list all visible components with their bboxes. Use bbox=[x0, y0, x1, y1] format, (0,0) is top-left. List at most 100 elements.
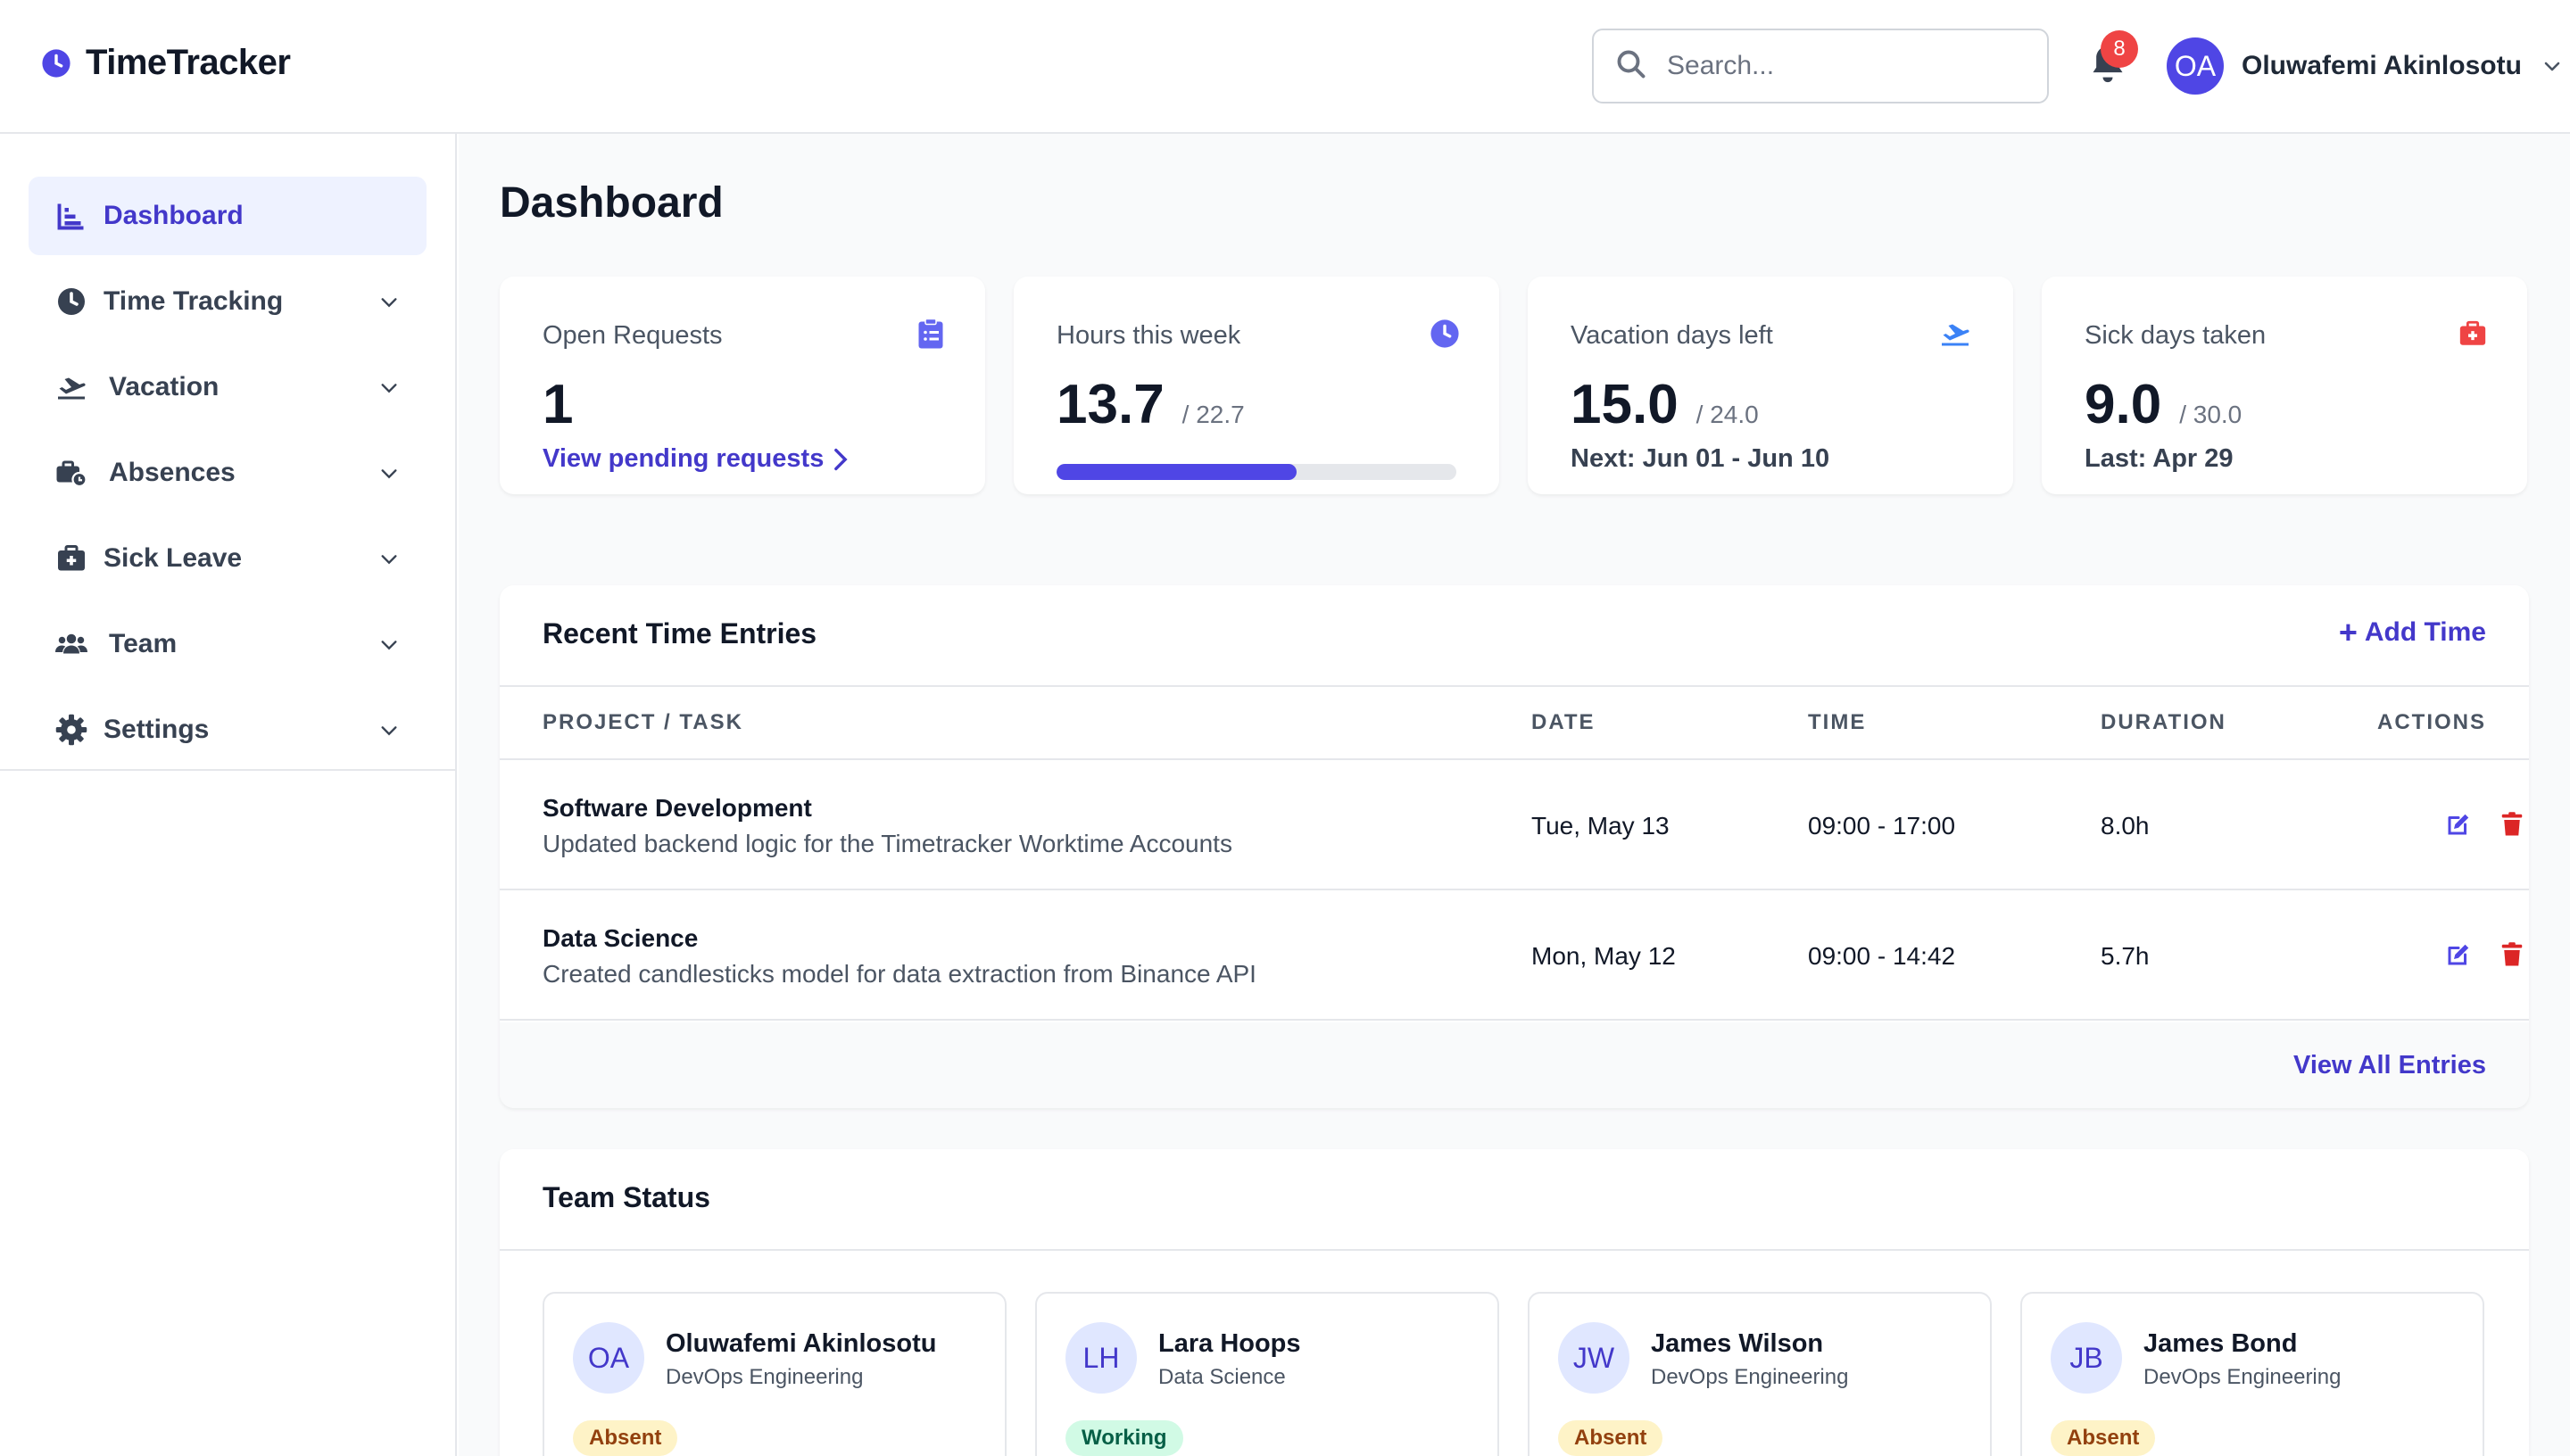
panel-title: Team Status bbox=[543, 1181, 710, 1213]
sidebar-item-label: Absences bbox=[109, 458, 236, 487]
users-icon bbox=[55, 633, 87, 654]
table-row: Software Development Updated backend log… bbox=[500, 760, 2529, 890]
table-header: PROJECT / TASK DATE TIME DURATION ACTION… bbox=[500, 685, 2529, 760]
column-header: ACTIONS bbox=[2377, 710, 2486, 734]
panel-footer: View All Entries bbox=[500, 1022, 2529, 1108]
user-menu[interactable]: OA Oluwafemi Akinlosotu bbox=[2167, 37, 2563, 95]
plane-icon bbox=[1942, 324, 1969, 346]
sidebar-item-label: Dashboard bbox=[104, 201, 244, 230]
sidebar-item-sick-leave[interactable]: Sick Leave bbox=[29, 519, 427, 598]
status-badge: Working bbox=[1065, 1420, 1183, 1456]
sidebar-item-label: Settings bbox=[104, 715, 210, 744]
edit-icon[interactable] bbox=[2445, 940, 2472, 969]
avatar: OA bbox=[2167, 37, 2224, 95]
last-sick-day-text: Last: Apr 29 bbox=[2085, 444, 2234, 473]
search-input[interactable] bbox=[1667, 46, 2024, 86]
trash-icon[interactable] bbox=[2499, 810, 2525, 839]
hours-progress-fill bbox=[1057, 464, 1297, 480]
sidebar-item-label: Sick Leave bbox=[104, 543, 243, 573]
stat-total: / 22.7 bbox=[1181, 401, 1245, 428]
column-header: DURATION bbox=[2101, 710, 2226, 734]
edit-icon[interactable] bbox=[2445, 810, 2472, 839]
sidebar-item-settings[interactable]: Settings bbox=[29, 691, 427, 769]
chevron-down-icon bbox=[381, 726, 397, 736]
clock-icon bbox=[42, 48, 70, 78]
add-time-button[interactable]: + Add Time bbox=[2338, 614, 2486, 650]
chevron-down-icon bbox=[381, 384, 397, 393]
sidebar-item-label: Time Tracking bbox=[104, 286, 284, 316]
entry-time: 09:00 - 14:42 bbox=[1808, 942, 1956, 970]
sidebar-item-dashboard[interactable]: Dashboard bbox=[29, 177, 427, 255]
clock-icon bbox=[58, 288, 85, 315]
entry-duration: 8.0h bbox=[2101, 812, 2150, 840]
sidebar-divider bbox=[0, 769, 455, 771]
sidebar-item-time-tracking[interactable]: Time Tracking bbox=[29, 262, 427, 341]
member-name: Oluwafemi Akinlosotu bbox=[666, 1329, 937, 1358]
member-department: DevOps Engineering bbox=[1651, 1365, 1849, 1389]
sidebar-item-team[interactable]: Team bbox=[29, 605, 427, 683]
member-name: Lara Hoops bbox=[1158, 1329, 1301, 1358]
avatar: JB bbox=[2051, 1322, 2122, 1394]
gear-icon bbox=[55, 714, 87, 746]
status-badge: Absent bbox=[573, 1420, 678, 1456]
status-badge: Absent bbox=[2051, 1420, 2156, 1456]
avatar: OA bbox=[573, 1322, 644, 1394]
team-member-card[interactable]: JB James Bond DevOps Engineering Absent bbox=[2020, 1292, 2484, 1456]
table-row: Data Science Created candlesticks model … bbox=[500, 890, 2529, 1021]
stat-number: 13.7 bbox=[1057, 374, 1165, 435]
sidebar-item-absences[interactable]: Absences bbox=[29, 434, 427, 512]
sidebar-item-label: Team bbox=[109, 629, 178, 658]
stat-value: 9.0 / 30.0 bbox=[2085, 373, 2242, 436]
stat-value: 13.7 / 22.7 bbox=[1057, 373, 1245, 436]
entry-date: Tue, May 13 bbox=[1531, 812, 1670, 840]
search-box[interactable] bbox=[1592, 29, 2049, 103]
hours-progress-bar bbox=[1057, 464, 1456, 480]
view-pending-requests-link[interactable]: View pending requests bbox=[543, 444, 849, 474]
sidebar-item-vacation[interactable]: Vacation bbox=[29, 348, 427, 426]
chevron-down-icon bbox=[381, 469, 397, 479]
search-icon bbox=[1617, 50, 1646, 79]
status-badge: Absent bbox=[1558, 1420, 1663, 1456]
team-member-card[interactable]: JW James Wilson DevOps Engineering Absen… bbox=[1528, 1292, 1992, 1456]
clock-icon bbox=[1430, 319, 1459, 348]
team-status-panel: Team Status OA Oluwafemi Akinlosotu DevO… bbox=[500, 1149, 2529, 1456]
stat-card-hours-this-week: Hours this week 13.7 / 22.7 bbox=[1014, 277, 1499, 494]
stat-number: 9.0 bbox=[2085, 374, 2162, 435]
sidebar: Dashboard Time Tracking Vacation Absence… bbox=[0, 134, 457, 1456]
chevron-down-icon bbox=[2544, 62, 2560, 71]
briefcase-clock-icon bbox=[56, 460, 87, 488]
plus-icon: + bbox=[2338, 614, 2358, 650]
team-member-card[interactable]: LH Lara Hoops Data Science Working bbox=[1035, 1292, 1499, 1456]
user-name: Oluwafemi Akinlosotu bbox=[2242, 51, 2522, 80]
member-department: Data Science bbox=[1158, 1365, 1286, 1389]
stat-card-open-requests: Open Requests 1 View pending requests bbox=[500, 277, 985, 494]
avatar: LH bbox=[1065, 1322, 1137, 1394]
avatar: JW bbox=[1558, 1322, 1629, 1394]
team-member-card[interactable]: OA Oluwafemi Akinlosotu DevOps Engineeri… bbox=[543, 1292, 1007, 1456]
task-description: Updated backend logic for the Timetracke… bbox=[543, 830, 1232, 857]
column-header: PROJECT / TASK bbox=[543, 710, 743, 734]
next-vacation-text: Next: Jun 01 - Jun 10 bbox=[1571, 444, 1830, 473]
page-title: Dashboard bbox=[500, 179, 724, 227]
trash-icon[interactable] bbox=[2499, 940, 2525, 969]
member-name: James Bond bbox=[2143, 1329, 2298, 1358]
stat-number: 15.0 bbox=[1571, 374, 1679, 435]
add-time-label: Add Time bbox=[2364, 617, 2486, 647]
panel-divider bbox=[500, 1249, 2529, 1251]
member-department: DevOps Engineering bbox=[2143, 1365, 2342, 1389]
column-header: DATE bbox=[1531, 710, 1596, 734]
view-all-entries-link[interactable]: View All Entries bbox=[2293, 1051, 2486, 1080]
medical-kit-icon bbox=[58, 545, 85, 571]
column-header: TIME bbox=[1808, 710, 1867, 734]
chevron-down-icon bbox=[381, 641, 397, 650]
member-department: DevOps Engineering bbox=[666, 1365, 864, 1389]
entry-date: Mon, May 12 bbox=[1531, 942, 1676, 970]
stat-label: Vacation days left bbox=[1571, 321, 1773, 350]
brand-logo[interactable]: TimeTracker bbox=[41, 43, 291, 83]
chevron-down-icon bbox=[381, 298, 397, 308]
chevron-down-icon bbox=[381, 555, 397, 565]
project-name: Data Science bbox=[543, 924, 699, 952]
stat-total: / 24.0 bbox=[1695, 401, 1759, 428]
notification-count-badge: 8 bbox=[2101, 30, 2138, 68]
stat-label: Hours this week bbox=[1057, 321, 1241, 350]
